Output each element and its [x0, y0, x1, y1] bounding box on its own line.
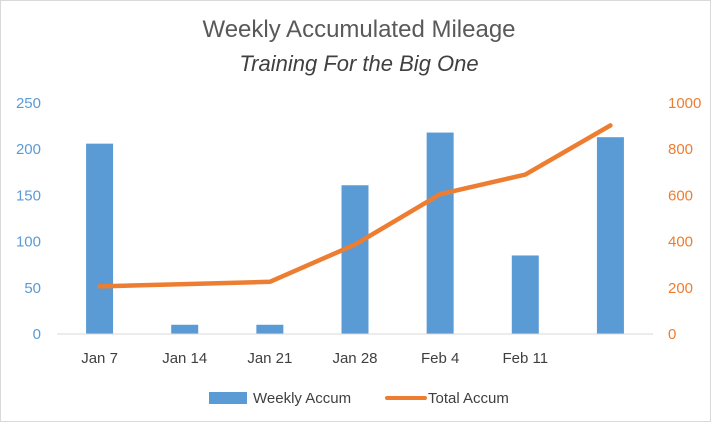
bar: [511, 255, 539, 334]
chart-subtitle: Training For the Big One: [239, 51, 478, 76]
right-tick-label: 400: [668, 234, 693, 251]
line-series: [97, 123, 613, 289]
left-tick-label: 150: [16, 187, 41, 204]
x-tick-label: Feb 4: [421, 350, 459, 367]
left-tick-label: 50: [24, 280, 41, 297]
x-tick-label: Jan 14: [162, 350, 207, 367]
bar: [86, 143, 114, 334]
bar: [341, 185, 369, 334]
x-tick-label: Jan 21: [247, 350, 292, 367]
x-tick-label: Jan 28: [332, 350, 377, 367]
legend-label-weekly: Weekly Accum: [253, 390, 351, 407]
x-tick-label: Feb 11: [502, 350, 548, 367]
left-axis: 0 50 100 150 200 250: [16, 95, 41, 343]
right-tick-label: 600: [668, 187, 693, 204]
legend-swatch-weekly: [209, 392, 247, 404]
bar: [426, 132, 454, 334]
bar-series: [86, 132, 624, 334]
x-axis: Jan 7 Jan 14 Jan 21 Jan 28 Feb 4 Feb 11: [81, 350, 548, 367]
right-tick-label: 1000: [668, 95, 701, 112]
right-axis: 0 200 400 600 800 1000: [668, 95, 701, 343]
bar: [596, 137, 624, 334]
legend: Weekly Accum Total Accum: [209, 390, 509, 407]
left-tick-label: 0: [33, 326, 41, 343]
bar: [256, 324, 284, 334]
legend-label-total: Total Accum: [428, 390, 509, 407]
right-tick-label: 200: [668, 280, 693, 297]
right-tick-label: 0: [668, 326, 676, 343]
bar: [171, 324, 199, 334]
chart-title: Weekly Accumulated Mileage: [202, 16, 515, 43]
left-tick-label: 250: [16, 95, 41, 112]
x-tick-label: Jan 7: [81, 350, 118, 367]
right-tick-label: 800: [668, 141, 693, 158]
left-tick-label: 100: [16, 234, 41, 251]
left-tick-label: 200: [16, 141, 41, 158]
